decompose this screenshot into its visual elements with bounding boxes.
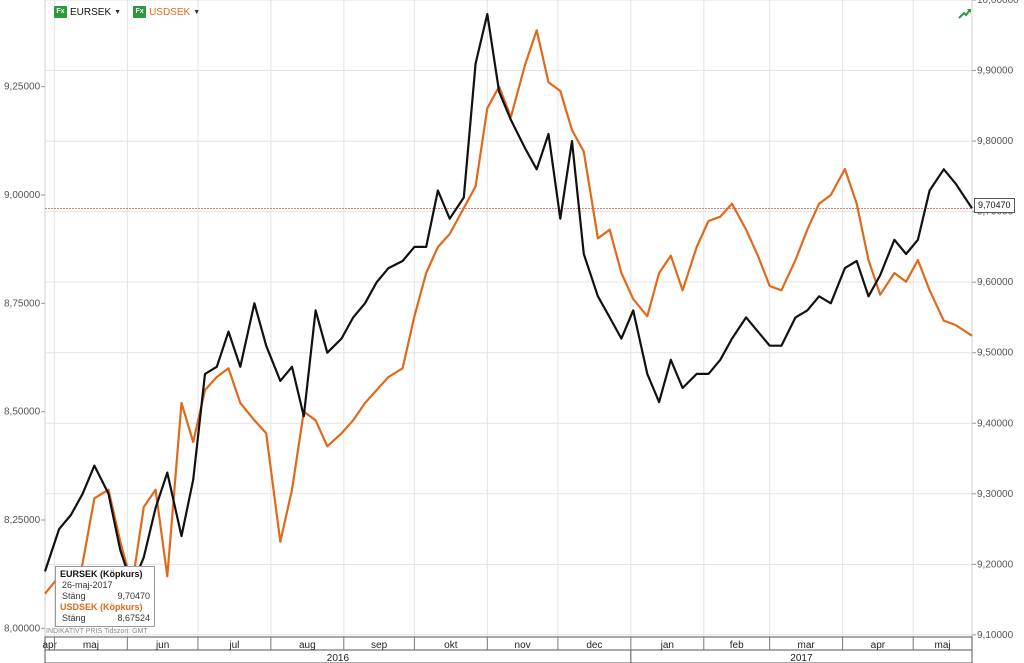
series-line-usdsek — [44, 29, 973, 613]
right-axis: 9,10000 9,20000 9,30000 9,40000 9,50000 9,600… — [972, 0, 1019, 641]
usdsek-close-label: Stäng — [62, 613, 86, 623]
left-tick-label: 9,25000 — [4, 82, 41, 93]
info-date: 26-maj-2017 — [62, 580, 113, 590]
legend-label-usdsek: USDSEK — [149, 6, 191, 18]
legend-item-eursek[interactable]: Fx EURSEK ▼ — [54, 6, 121, 18]
year-label: 2016 — [327, 653, 350, 663]
right-tick-label: 9,10000 — [977, 630, 1014, 641]
info-date-row: 26-maj-2017 — [60, 580, 150, 591]
usdsek-close-row: Stäng 8,67524 — [60, 613, 150, 624]
chevron-down-icon[interactable]: ▼ — [193, 8, 201, 16]
left-tick-label: 8,00000 — [4, 623, 41, 634]
eursek-close-row: Stäng 9,70470 — [60, 591, 150, 602]
month-label: apr — [871, 640, 886, 651]
right-tick-label: 9,50000 — [977, 348, 1014, 359]
grid-lines — [44, 0, 973, 638]
fx-badge: Fx — [133, 6, 147, 18]
trend-arrow-icon[interactable] — [958, 6, 972, 20]
month-label: jul — [228, 640, 239, 651]
month-label: okt — [444, 640, 458, 651]
chevron-down-icon[interactable]: ▼ — [114, 8, 122, 16]
legend-item-usdsek[interactable]: Fx USDSEK ▼ — [133, 6, 200, 18]
year-label: 2017 — [790, 653, 813, 663]
info-box: EURSEK (Köpkurs) 26-maj-2017 Stäng 9,704… — [55, 566, 155, 627]
month-label: jun — [155, 640, 169, 651]
right-tick-label: 9,60000 — [977, 277, 1014, 288]
series-layer — [43, 13, 973, 613]
right-tick-label: 9,20000 — [977, 559, 1014, 570]
left-tick-label: 9,00000 — [4, 190, 41, 201]
left-tick-label: 8,25000 — [4, 515, 41, 526]
right-tick-label: 9,40000 — [977, 418, 1014, 429]
month-label: mar — [798, 640, 816, 651]
eursek-close-label: Stäng — [62, 591, 86, 601]
legend: Fx EURSEK ▼ Fx USDSEK ▼ — [54, 6, 200, 18]
right-tick-label: 9,90000 — [977, 66, 1014, 77]
month-label: aug — [299, 640, 316, 651]
month-label: sep — [371, 640, 388, 651]
month-label: dec — [586, 640, 602, 651]
month-label: apr — [42, 640, 57, 651]
month-label: nov — [515, 640, 531, 651]
usdsek-info-title: USDSEK (Köpkurs) — [60, 602, 143, 612]
plot-frame — [44, 0, 973, 638]
eursek-close-value: 9,70470 — [117, 591, 150, 601]
time-axis[interactable]: apr maj jun jul aug sep okt nov dec jan feb mar apr m… — [42, 636, 973, 663]
month-label: maj — [83, 640, 99, 651]
right-tick-label: 9,30000 — [977, 489, 1014, 500]
last-value-label: 9,70470 — [974, 198, 1015, 213]
right-tick-label: 9,80000 — [977, 136, 1014, 147]
eursek-info-title: EURSEK (Köpkurs) — [60, 569, 143, 579]
legend-label-eursek: EURSEK — [70, 6, 112, 18]
left-tick-label: 8,50000 — [4, 407, 41, 418]
month-label: maj — [935, 640, 951, 651]
disclaimer: INDIKATIVT PRIS Tidszon: GMT — [46, 628, 148, 635]
right-tick-label: 10,00000 — [977, 0, 1019, 6]
left-tick-label: 8,75000 — [4, 298, 41, 309]
usdsek-close-value: 8,67524 — [117, 613, 150, 623]
fx-badge: Fx — [54, 6, 67, 18]
left-axis: 8,00000 8,25000 8,50000 8,75000 9,00000 9,250… — [4, 82, 45, 634]
month-label: jan — [660, 640, 674, 651]
month-label: feb — [730, 640, 744, 651]
series-line-eursek — [43, 13, 973, 587]
